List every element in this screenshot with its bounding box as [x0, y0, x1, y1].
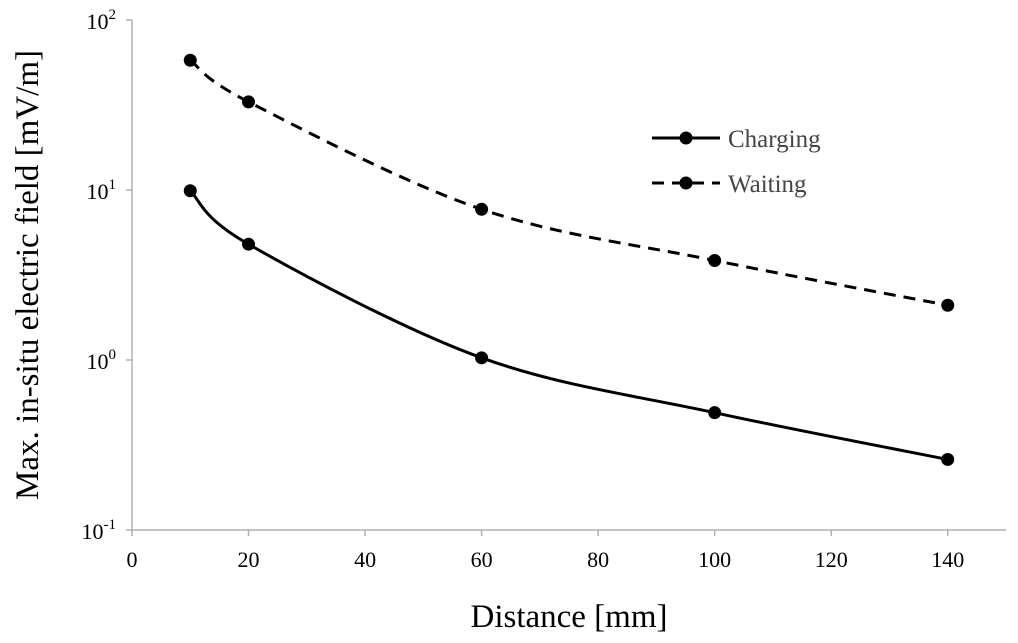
x-axis-title: Distance [mm]	[470, 599, 667, 635]
legend-label-waiting: Waiting	[728, 171, 807, 198]
x-ticks: 0 20 40 60 80 100 120 140	[127, 530, 964, 572]
data-point-charging	[242, 237, 256, 251]
x-tick-label: 0	[127, 547, 138, 572]
x-tick-label: 20	[238, 547, 260, 572]
y-tick-label: 101	[87, 177, 117, 204]
data-point-charging	[941, 452, 955, 466]
data-point-charging	[708, 406, 722, 420]
data-point-waiting	[941, 298, 955, 312]
y-ticks: 10-1 100 101 102	[82, 7, 132, 544]
legend-label-charging: Charging	[728, 126, 821, 153]
data-point-charging	[475, 351, 489, 365]
data-point-waiting	[242, 95, 256, 109]
y-tick-label: 102	[87, 7, 117, 34]
legend-marker-waiting	[679, 176, 693, 190]
x-tick-label: 100	[698, 547, 731, 572]
x-tick-label: 140	[931, 547, 964, 572]
data-point-waiting	[708, 253, 722, 267]
series-layer	[183, 53, 955, 466]
y-axis-title: Max. in-situ electric field [mV/m]	[10, 50, 46, 500]
x-tick-label: 80	[587, 547, 609, 572]
x-tick-label: 120	[815, 547, 848, 572]
series-line-charging	[189, 189, 949, 461]
legend: Charging Waiting	[652, 126, 821, 198]
axes	[131, 20, 1006, 531]
legend-marker-charging	[679, 131, 693, 145]
data-point-waiting	[183, 53, 197, 67]
series-line-waiting	[189, 58, 949, 307]
x-tick-label: 40	[354, 547, 376, 572]
data-point-charging	[183, 184, 197, 198]
y-tick-label: 100	[87, 347, 117, 374]
y-tick-label: 10-1	[82, 517, 117, 544]
data-point-waiting	[475, 202, 489, 216]
x-tick-label: 60	[471, 547, 493, 572]
